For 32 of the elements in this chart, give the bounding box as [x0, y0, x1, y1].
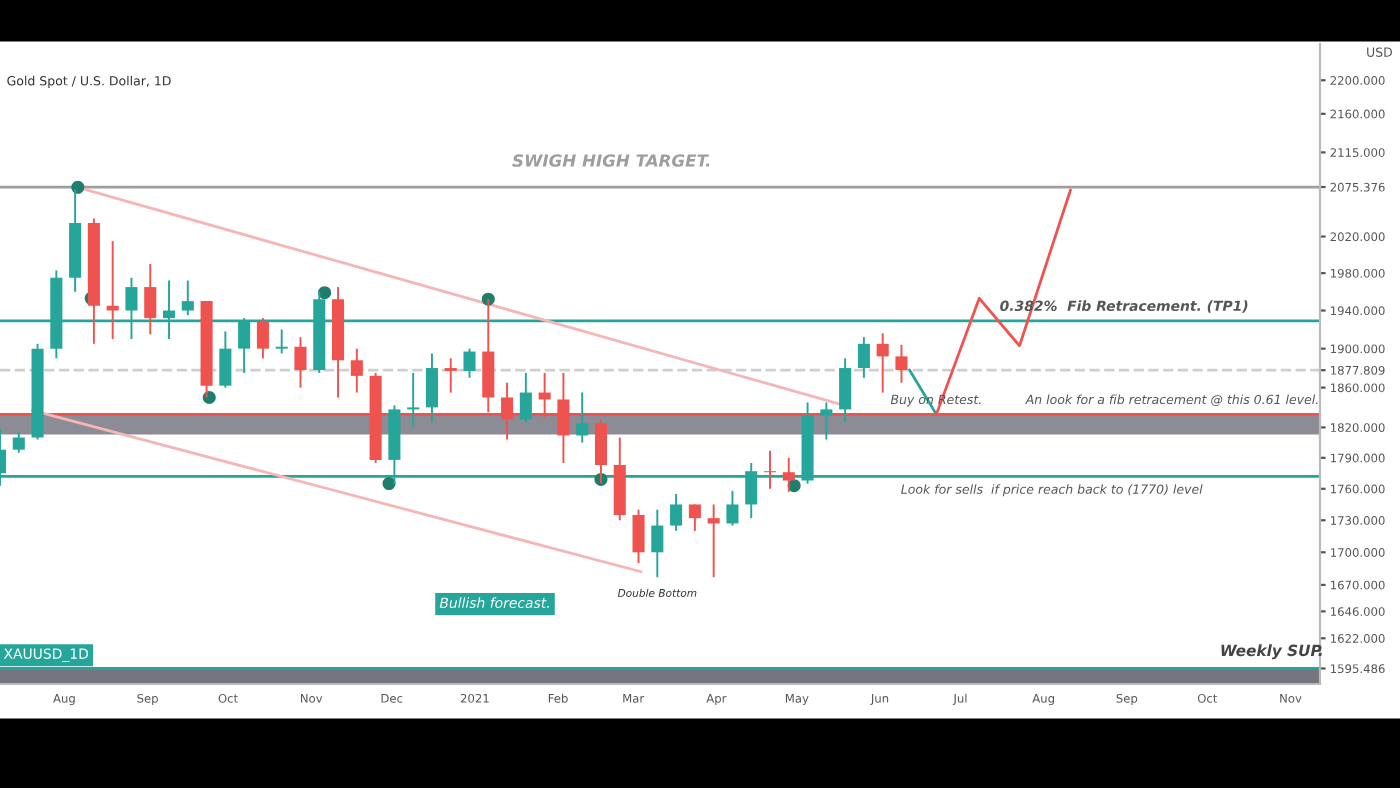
point: [318, 286, 332, 300]
candlestick: [256, 317, 269, 360]
candlestick: [407, 371, 420, 429]
candlestick: [294, 336, 307, 389]
annotation: SWIGH HIGH TARGET.: [512, 154, 710, 167]
candlestick: [707, 503, 720, 579]
point: [71, 180, 85, 194]
candlestick: [876, 332, 889, 394]
candlestick: [106, 240, 119, 341]
candlestick: [12, 431, 25, 454]
candlestick: [275, 328, 288, 355]
candlestick: [219, 330, 232, 389]
candlestick: [651, 508, 664, 579]
candlestick: [688, 503, 701, 532]
candlestick: [839, 357, 852, 424]
candlestick: [895, 343, 908, 384]
candlestick: [519, 371, 532, 424]
candlestick: [576, 391, 589, 444]
candlestick: [670, 493, 683, 532]
candlestick: [444, 357, 457, 394]
candlestick: [425, 352, 438, 424]
candlestick: [782, 456, 795, 493]
candlestick: [857, 336, 870, 379]
candlestick: [820, 401, 833, 441]
candlestick: [632, 508, 645, 565]
candlestick: [144, 262, 157, 336]
candlestick: [763, 449, 777, 490]
candlestick: [181, 279, 194, 317]
candlestick: [726, 489, 739, 527]
candlestick: [463, 347, 476, 379]
point: [382, 477, 396, 491]
candlestick: [350, 347, 363, 394]
